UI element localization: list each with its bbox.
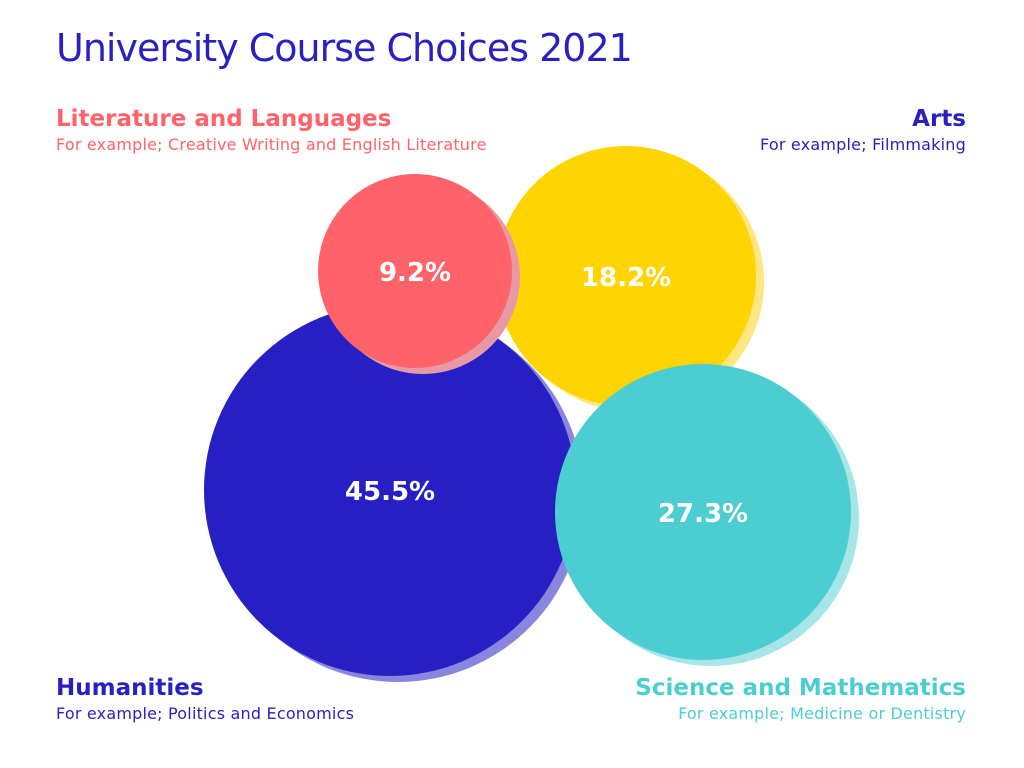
legend-humanities: Humanities For example; Politics and Eco…: [56, 674, 354, 726]
bubble-label-humanities: 45.5%: [345, 477, 435, 507]
bubble-literature-and-languages: 9.2%: [318, 174, 520, 374]
legend-example-science-and-mathematics: For example; Medicine or Dentistry: [678, 704, 966, 723]
bubble-humanities: 45.5%: [204, 304, 584, 682]
bubble-circle-humanities: [204, 304, 576, 676]
bubble-circle-literature-and-languages: [318, 174, 512, 368]
bubble-circle-science-and-mathematics: [555, 364, 851, 660]
legend-science-and-mathematics: Science and Mathematics For example; Med…: [635, 674, 966, 726]
legend-name-arts: Arts: [912, 106, 966, 132]
legend-example-literature-and-languages: For example; Creative Writing and Englis…: [56, 135, 487, 154]
bubble-label-literature-and-languages: 9.2%: [379, 258, 451, 288]
legend-name-humanities: Humanities: [56, 675, 204, 701]
legend-name-science-and-mathematics: Science and Mathematics: [635, 675, 966, 701]
bubble-circle-arts: [496, 146, 756, 406]
chart-title: University Course Choices 2021: [56, 26, 633, 70]
bubble-label-science-and-mathematics: 27.3%: [658, 499, 748, 529]
bubble-label-arts: 18.2%: [581, 263, 671, 293]
legend-example-arts: For example; Filmmaking: [760, 135, 966, 154]
legend-name-literature-and-languages: Literature and Languages: [56, 106, 392, 132]
legend-arts: Arts For example; Filmmaking: [760, 105, 966, 157]
bubble-arts: 18.2%: [496, 146, 764, 412]
legend-example-humanities: For example; Politics and Economics: [56, 704, 355, 723]
legend-literature-and-languages: Literature and Languages For example; Cr…: [56, 105, 487, 157]
bubble-science-and-mathematics: 27.3%: [555, 364, 859, 666]
